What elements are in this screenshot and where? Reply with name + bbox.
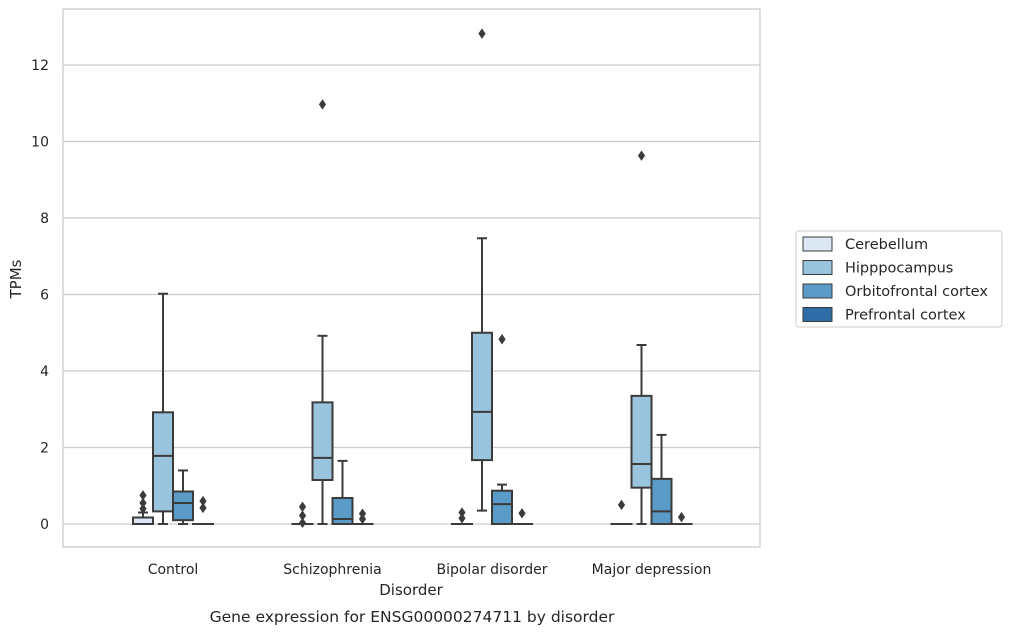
box-prefrontal-cortex <box>670 511 693 526</box>
box-cerebellum <box>291 501 314 529</box>
outlier-point <box>637 150 646 161</box>
box-iqr <box>331 496 354 525</box>
y-tick-label: 12 <box>31 58 49 74</box>
box-iqr <box>152 411 174 513</box>
plot-area-frame <box>62 8 761 548</box>
outlier-point <box>458 513 466 524</box>
y-tick-label: 4 <box>40 364 49 380</box>
outlier-point <box>458 507 466 518</box>
y-tick-label: 0 <box>40 517 49 533</box>
legend-swatch <box>802 283 833 299</box>
box-iqr <box>491 489 513 526</box>
outlier-point <box>318 99 327 110</box>
box-iqr <box>311 401 334 482</box>
outlier-point <box>298 517 307 529</box>
box-orbitofrontal-cortex <box>650 433 673 525</box>
y-tick-label: 10 <box>31 135 49 151</box>
outlier-point <box>199 502 207 514</box>
outlier-point <box>139 497 147 509</box>
legend-frame <box>795 230 1003 328</box>
outlier-point <box>518 508 526 519</box>
y-tick-label: 2 <box>40 441 49 457</box>
box-hipppocampus <box>152 292 174 525</box>
x-tick-label: Control <box>148 562 199 578</box>
box-cerebellum <box>451 507 473 526</box>
y-tick-label: 6 <box>40 288 49 304</box>
y-tick-labels: 0 2 4 6 8 10 12 <box>31 58 49 533</box>
box-orbitofrontal-cortex <box>331 459 354 525</box>
outlier-point <box>298 510 307 521</box>
outlier-point <box>139 503 147 514</box>
legend-swatch <box>802 260 833 275</box>
box-iqr <box>650 477 673 525</box>
x-tick-label: Bipolar disorder <box>436 562 547 578</box>
legend-label: Orbitofrontal cortex <box>845 284 988 300</box>
box-cerebellum <box>610 499 633 526</box>
legend: Cerebellum Hipppocampus Orbitofrontal cort… <box>795 230 1003 328</box>
box-iqr <box>172 490 194 522</box>
legend-label: Hipppocampus <box>845 261 953 277</box>
box-hipppocampus <box>311 99 334 525</box>
box-marks <box>132 28 693 529</box>
box-orbitofrontal-cortex <box>172 469 194 525</box>
x-tick-labels: Control Schizophrenia Bipolar disorder Majo… <box>148 562 712 578</box>
x-tick-label: Schizophrenia <box>283 562 381 578</box>
box-prefrontal-cortex <box>511 508 533 526</box>
legend-swatch <box>802 236 833 252</box>
outlier-point <box>139 490 147 501</box>
legend-label: Prefrontal cortex <box>845 308 966 324</box>
box-prefrontal-cortex <box>192 495 214 526</box>
box-iqr <box>471 331 493 462</box>
outlier-point <box>617 499 626 511</box>
box-hipppocampus <box>630 150 653 525</box>
outlier-point <box>358 513 367 525</box>
gridlines <box>63 64 760 525</box>
box-orbitofrontal-cortex <box>491 334 513 526</box>
x-axis-label: Disorder <box>379 581 443 599</box>
legend-swatch <box>802 307 833 322</box>
legend-label: Cerebellum <box>845 237 928 253</box>
outlier-point <box>358 508 367 519</box>
outlier-point <box>498 334 506 345</box>
x-tick-label: Major depression <box>592 562 712 578</box>
box-cerebellum <box>132 490 154 525</box>
y-axis-label: TPMs <box>7 259 25 299</box>
box-hipppocampus <box>471 28 493 512</box>
outlier-point <box>478 28 486 39</box>
box-prefrontal-cortex <box>351 508 374 526</box>
y-tick-label: 8 <box>40 211 49 227</box>
outlier-point <box>677 511 686 523</box>
outlier-point <box>199 495 207 507</box>
outlier-point <box>298 501 307 512</box>
box-iqr <box>630 394 653 489</box>
chart-caption: Gene expression for ENSG00000274711 by d… <box>210 608 615 626</box>
